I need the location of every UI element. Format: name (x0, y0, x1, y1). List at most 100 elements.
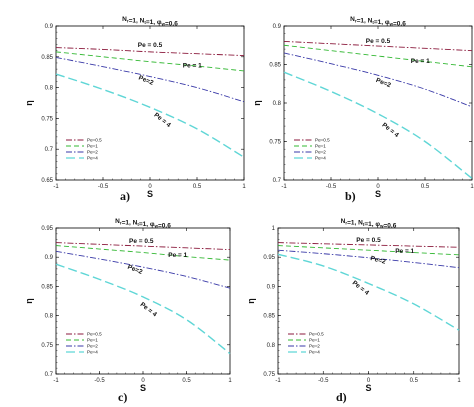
x-tick-label: -0.5 (326, 184, 337, 190)
series-annotation: Pe=2 (370, 255, 387, 266)
series-line-4 (55, 263, 231, 355)
y-axis-label: η (246, 298, 256, 304)
y-axis-label: η (24, 100, 34, 106)
series-line-3 (277, 249, 460, 269)
series-line-4 (55, 73, 245, 158)
x-tick-label: 0 (141, 378, 145, 384)
legend-entry: Pe=1 (315, 144, 326, 149)
legend-entry: Pe=2 (87, 344, 98, 349)
series-line-1 (55, 47, 245, 57)
x-tick-label: 1 (457, 378, 461, 384)
series-annotation: Pe = 1 (411, 58, 430, 65)
x-tick-label: 0.5 (410, 378, 419, 384)
series-line-2 (283, 44, 473, 68)
x-tick-label: -1 (281, 184, 287, 190)
y-tick-label: 0.75 (41, 343, 53, 349)
x-tick-label: -0.5 (98, 184, 109, 190)
y-axis-label: η (24, 298, 34, 304)
series-annotation: Pe = 0.5 (356, 237, 381, 244)
y-tick-label: 0.65 (41, 178, 53, 184)
y-tick-label: 0.7 (45, 147, 54, 153)
legend-entry: Pe=0.5 (309, 332, 324, 337)
legend-entry: Pe=2 (87, 150, 98, 155)
y-tick-label: 0.95 (263, 255, 275, 261)
chart-panel-c: Nr=1, Nt=1, φw=0.6 -1 -0.5 0 0.5 1 0.7 0.75 0.8 0… (24, 218, 232, 393)
y-tick-label: 0.8 (45, 86, 54, 92)
y-tick-label: 0.95 (41, 226, 53, 232)
y-tick-label: 0.85 (41, 55, 53, 61)
y-tick-label: 0.8 (267, 343, 276, 349)
series-annotation: Pe = 0.5 (366, 38, 391, 45)
legend-entry: Pe=1 (87, 144, 98, 149)
legend-entry: Pe=4 (309, 350, 320, 355)
x-tick-label: 0 (367, 378, 371, 384)
x-tick-label: 1 (228, 378, 232, 384)
series-line-3 (55, 250, 231, 289)
chart-title: Nr=1, Nt=1, φw=0.6 (350, 16, 406, 28)
series-annotation: Pe = 0.5 (138, 42, 163, 49)
chart-panel-d: Nr=1, Nt=1, φw=0.6 -1 -0.5 0 0.5 1 0.75 0.8 0.85… (246, 218, 461, 393)
series-line-3 (283, 52, 473, 108)
x-tick-label: -1 (53, 378, 59, 384)
plot-area (55, 227, 231, 375)
panel-label-b: b) (345, 189, 356, 203)
plot-area (277, 227, 460, 375)
y-tick-label: 0.9 (267, 284, 276, 290)
series-line-4 (277, 253, 460, 331)
series-annotation: Pe = 1 (168, 252, 187, 259)
plot-area (55, 25, 245, 181)
series-line-2 (55, 245, 231, 261)
x-axis-label: S (365, 383, 371, 393)
legend-entry: Pe=1 (87, 338, 98, 343)
x-tick-label: 0 (148, 184, 152, 190)
y-axis-label: η (252, 100, 262, 106)
x-tick-label: 0.5 (421, 184, 430, 190)
chart-title: Nr=1, Nt=1, φw=0.6 (122, 16, 178, 28)
x-tick-label: -1 (275, 378, 281, 384)
y-tick-label: 0.7 (45, 372, 54, 378)
series-line-2 (55, 51, 245, 72)
chart-panel-b: Nr=1, Nt=1, φw=0.6 -1 -0.5 0 0.5 1 0.7 0.75 0.8 0… (252, 16, 474, 199)
y-tick-label: 0.75 (269, 140, 281, 146)
series-line-3 (55, 56, 245, 103)
y-tick-label: 0.8 (273, 101, 282, 107)
x-axis-label: S (140, 383, 146, 393)
x-tick-label: -0.5 (94, 378, 105, 384)
y-tick-label: 0.9 (45, 255, 54, 261)
series-line-1 (283, 40, 473, 52)
panel-label-a: a) (120, 189, 130, 203)
legend-entry: Pe=0.5 (87, 138, 102, 143)
y-tick-label: 0.75 (41, 116, 53, 122)
series-annotation: Pe = 0.5 (129, 238, 154, 245)
legend-entry: Pe=2 (309, 344, 320, 349)
series-line-2 (277, 245, 460, 256)
legend-entry: Pe=2 (315, 150, 326, 155)
y-tick-label: 1 (272, 226, 276, 232)
x-tick-label: 0.5 (193, 184, 202, 190)
chart-title: Nr=1, Nt=1, φw=0.6 (115, 218, 171, 230)
y-tick-label: 0.75 (263, 372, 275, 378)
series-annotation: Pe = 1 (183, 62, 202, 69)
chart-panel-a: Nr=1, Nt=1, φw=0.6 -1 -0.5 0 0.5 1 0.65 0.7 0.75… (24, 16, 246, 199)
x-tick-label: -0.5 (318, 378, 329, 384)
y-tick-label: 0.85 (263, 314, 275, 320)
plot-area (283, 25, 473, 181)
y-tick-label: 0.9 (273, 24, 282, 30)
legend-entry: Pe=4 (87, 350, 98, 355)
series-line-4 (283, 71, 473, 180)
legend-entry: Pe=4 (315, 156, 326, 161)
x-axis-label: S (375, 189, 381, 199)
y-tick-label: 0.9 (45, 24, 54, 30)
panel-label-d: d) (336, 390, 347, 404)
y-tick-label: 0.7 (273, 178, 282, 184)
y-tick-label: 0.8 (45, 314, 54, 320)
legend-entry: Pe=0.5 (315, 138, 330, 143)
legend-entry: Pe=4 (87, 156, 98, 161)
x-axis-label: S (147, 189, 153, 199)
x-tick-label: 1 (242, 184, 246, 190)
y-tick-label: 0.85 (269, 63, 281, 69)
x-tick-label: -1 (53, 184, 59, 190)
series-line-1 (277, 242, 460, 248)
y-tick-label: 0.85 (41, 284, 53, 290)
